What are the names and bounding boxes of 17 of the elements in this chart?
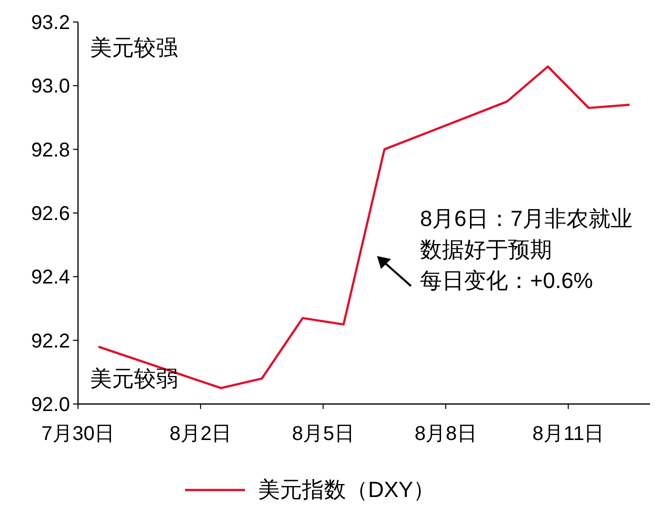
- y-tick-label: 92.8: [31, 139, 70, 162]
- y-tick-label: 93.2: [31, 12, 70, 34]
- y-tick-label: 92.0: [31, 394, 70, 416]
- annotation: 每日变化：+0.6%: [420, 268, 593, 293]
- annotation: 美元较强: [90, 35, 178, 60]
- x-tick-label: 8月11日: [532, 423, 604, 445]
- annotation: 8月6日：7月非农就业数据好于预期: [420, 206, 633, 262]
- x-tick-label: 8月5日: [292, 423, 354, 445]
- legend-label: 美元指数（DXY）: [258, 477, 436, 502]
- y-tick-label: 92.4: [31, 266, 70, 289]
- y-tick-label: 92.6: [31, 203, 70, 225]
- annotation: 美元较弱: [90, 366, 178, 391]
- y-tick-label: 92.2: [31, 330, 70, 352]
- x-tick-label: 8月2日: [169, 423, 232, 445]
- x-tick-label: 7月30日: [41, 423, 115, 445]
- x-tick-label: 8月8日: [414, 423, 477, 445]
- y-tick-label: 93.0: [31, 76, 70, 98]
